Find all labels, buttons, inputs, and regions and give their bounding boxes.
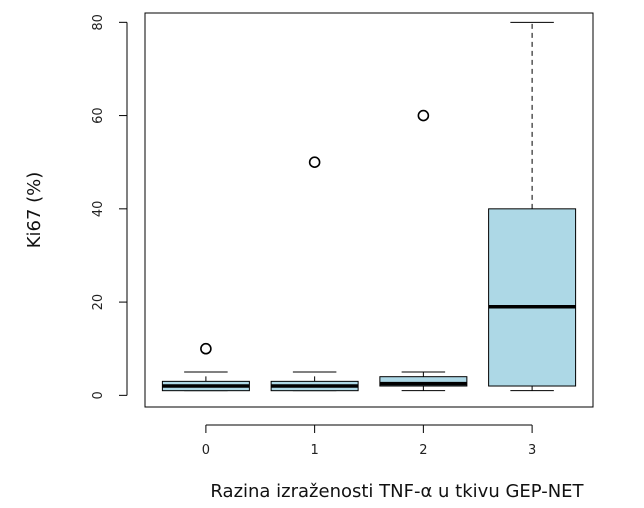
y-tick-label: 60 — [91, 107, 106, 124]
box-group-0 — [162, 344, 249, 391]
box-group-3 — [489, 22, 576, 390]
x-tick-label: 2 — [419, 443, 427, 458]
y-tick-label: 0 — [91, 391, 106, 399]
box-series — [162, 22, 575, 390]
y-axis: 0 20 40 60 80 — [91, 14, 127, 399]
outlier-point — [201, 344, 211, 354]
x-axis-title: Razina izraženosti TNF-α u tkivu GEP-NET — [210, 481, 584, 502]
y-axis-title: Ki67 (%) — [24, 172, 45, 249]
x-tick-label: 0 — [202, 443, 210, 458]
outlier-point — [418, 111, 428, 121]
x-tick-label: 1 — [310, 443, 318, 458]
x-tick-label: 3 — [528, 443, 536, 458]
y-tick-label: 40 — [91, 201, 106, 218]
x-axis: 0 1 2 3 — [202, 425, 536, 458]
y-tick-label: 80 — [91, 14, 106, 31]
iqr-box — [489, 209, 576, 386]
y-tick-label: 20 — [91, 294, 106, 311]
outlier-point — [310, 157, 320, 167]
box-group-2 — [380, 111, 467, 391]
box-group-1 — [271, 157, 358, 390]
